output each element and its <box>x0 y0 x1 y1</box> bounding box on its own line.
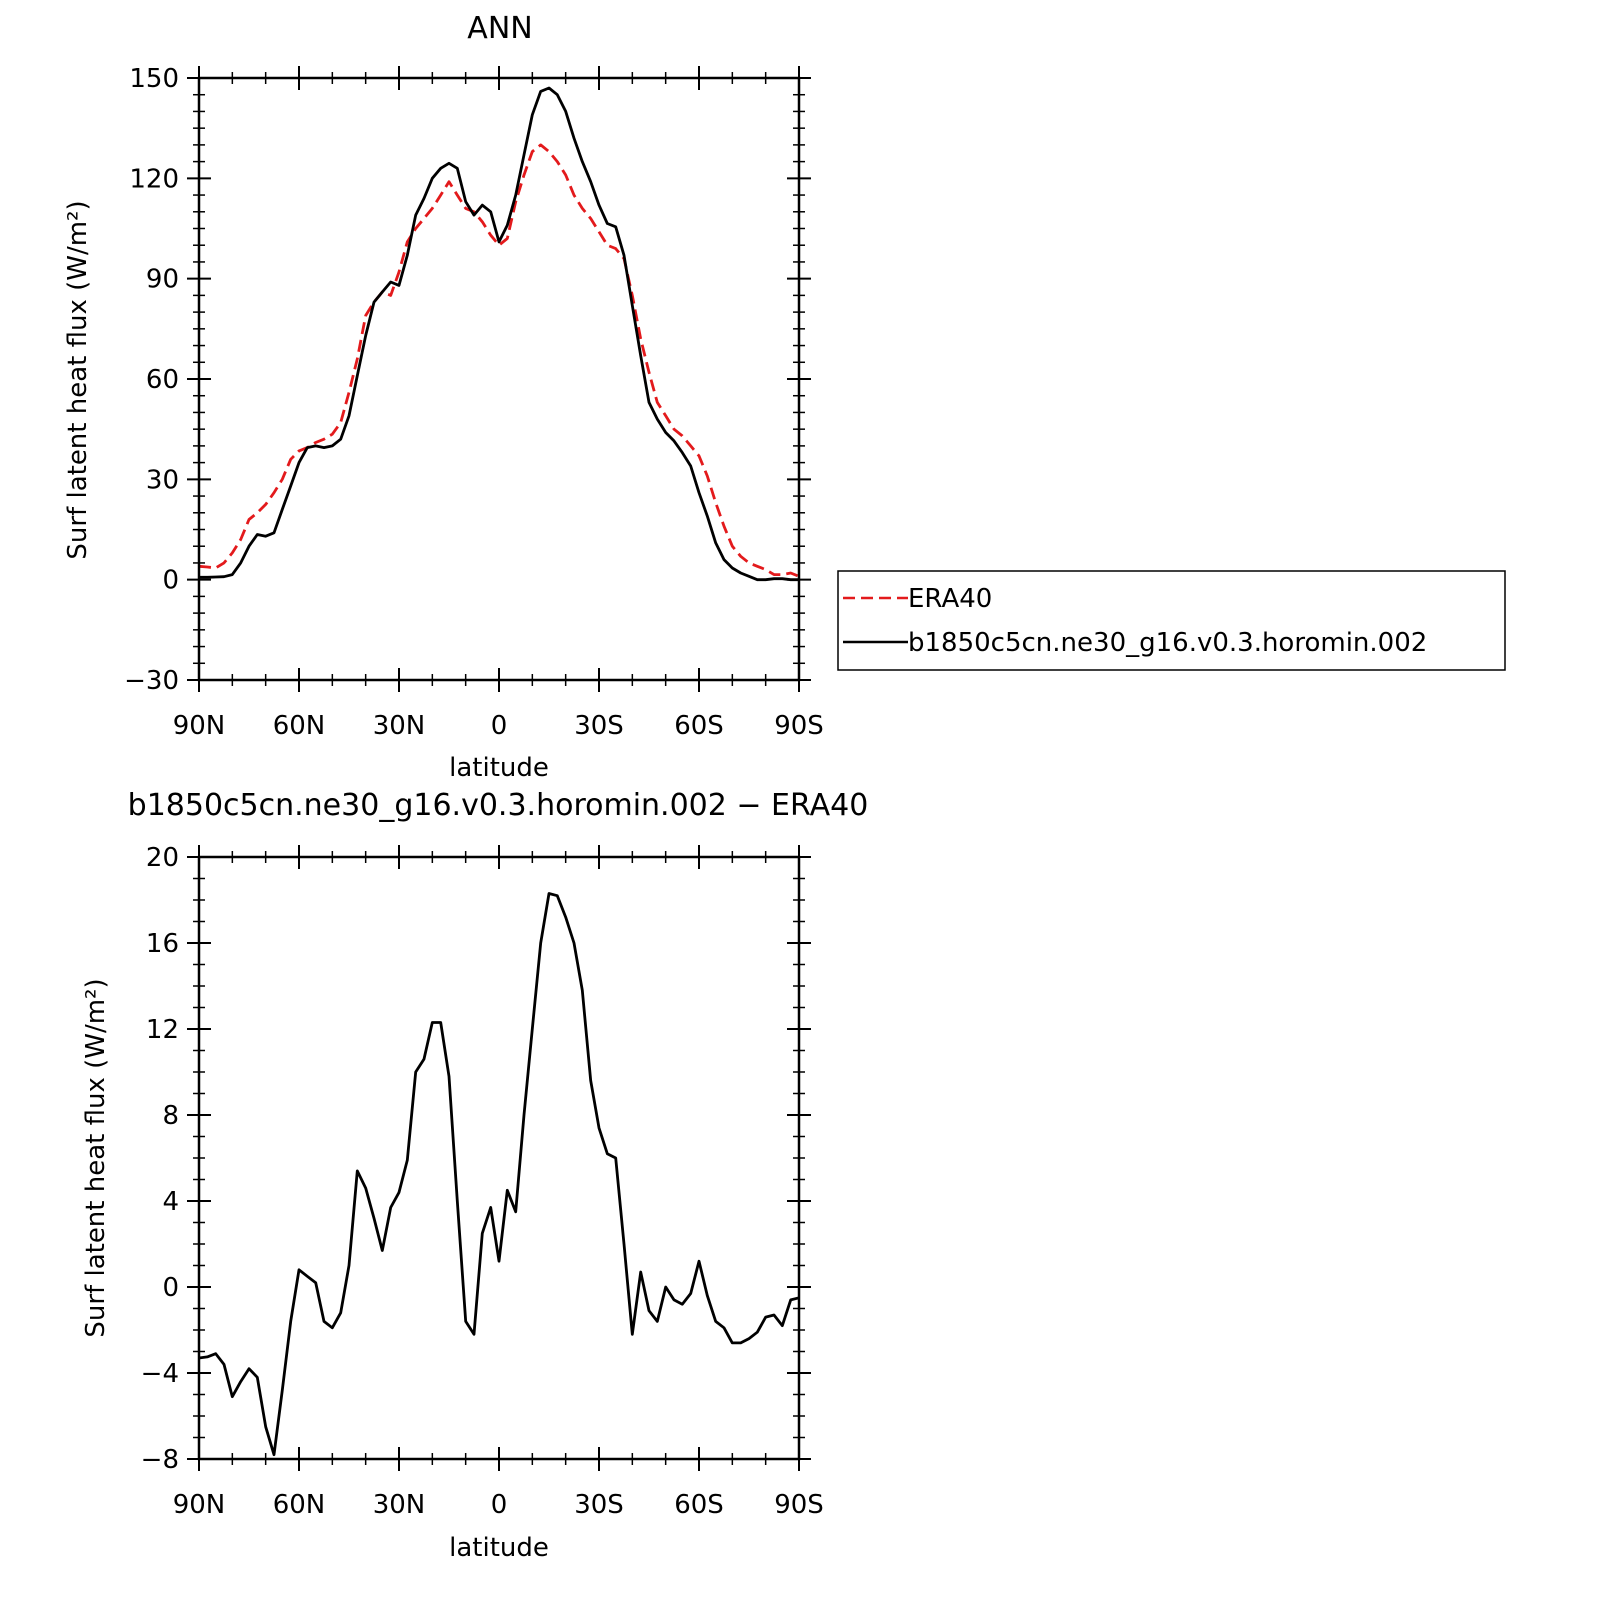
chart2-xtick-label: 30S <box>574 1490 624 1520</box>
legend-box <box>837 570 1506 671</box>
chart1-xtick-label: 30N <box>373 711 426 741</box>
chart1-ytick-label: 30 <box>146 465 179 495</box>
chart2-ytick-label: −4 <box>141 1359 179 1389</box>
chart2-xtick-label: 90N <box>173 1490 226 1520</box>
chart1-xlabel: latitude <box>449 753 549 783</box>
chart2-ytick-label: 4 <box>162 1187 179 1217</box>
chart1-ytick-label: 120 <box>129 164 179 194</box>
chart1-xtick-label: 30S <box>574 711 624 741</box>
chart1-ytick-label: 60 <box>146 365 179 395</box>
chart2-xtick-label: 90S <box>774 1490 824 1520</box>
chart2-title: b1850c5cn.ne30_g16.v0.3.horomin.002 − ER… <box>128 788 869 823</box>
chart2-ylabel: Surf latent heat flux (W/m²) <box>81 978 111 1337</box>
chart-difference: b1850c5cn.ne30_g16.v0.3.horomin.002 − ER… <box>81 788 868 1563</box>
chart1-series-1-line <box>199 86 799 582</box>
chart1-legend: ERA40 b1850c5cn.ne30_g16.v0.3.horomin.00… <box>837 570 1506 671</box>
chart1-plot-frame <box>197 76 801 682</box>
chart1-ticks: −30 0 30 60 90 120 150 90N 60N 30N 0 30S 60S 90S <box>124 64 824 741</box>
chart1-series-group <box>198 86 800 582</box>
chart2-ytick-label: 8 <box>162 1101 179 1131</box>
chart2-ytick-label: 20 <box>146 843 179 873</box>
chart1-series-0-line <box>198 143 800 578</box>
chart2-series-group <box>198 892 800 1457</box>
chart1-xtick-label: 90N <box>173 711 226 741</box>
chart2-ytick-label: −8 <box>141 1445 179 1475</box>
chart2-xtick-label: 60S <box>674 1490 724 1520</box>
legend-label-model: b1850c5cn.ne30_g16.v0.3.horomin.002 <box>908 628 1427 658</box>
chart1-ytick-label: 150 <box>129 64 179 94</box>
chart2-series-0-line <box>198 892 800 1457</box>
chart1-title: ANN <box>467 11 532 46</box>
chart2-plot-frame <box>197 855 801 1461</box>
chart2-ytick-label: 16 <box>146 929 179 959</box>
chart1-xtick-label: 0 <box>491 711 508 741</box>
chart1-ytick-label: 0 <box>162 566 179 596</box>
chart2-ytick-label: 0 <box>162 1273 179 1303</box>
chart1-xtick-label: 90S <box>774 711 824 741</box>
chart2-ytick-label: 12 <box>146 1015 179 1045</box>
chart1-ylabel: Surf latent heat flux (W/m²) <box>63 200 93 559</box>
legend-label-era40: ERA40 <box>908 584 992 614</box>
chart1-xtick-label: 60S <box>674 711 724 741</box>
chart1-ytick-label: −30 <box>124 666 179 696</box>
chart1-xtick-label: 60N <box>273 711 326 741</box>
chart2-xtick-label: 0 <box>491 1490 508 1520</box>
chart2-xtick-label: 60N <box>273 1490 326 1520</box>
chart2-ticks: −8 −4 0 4 8 12 16 20 90N 60N 30N 0 30S 60S 90S <box>141 843 824 1520</box>
chart2-xlabel: latitude <box>449 1533 549 1563</box>
chart2-xtick-label: 30N <box>373 1490 426 1520</box>
chart1-ytick-label: 90 <box>146 265 179 295</box>
